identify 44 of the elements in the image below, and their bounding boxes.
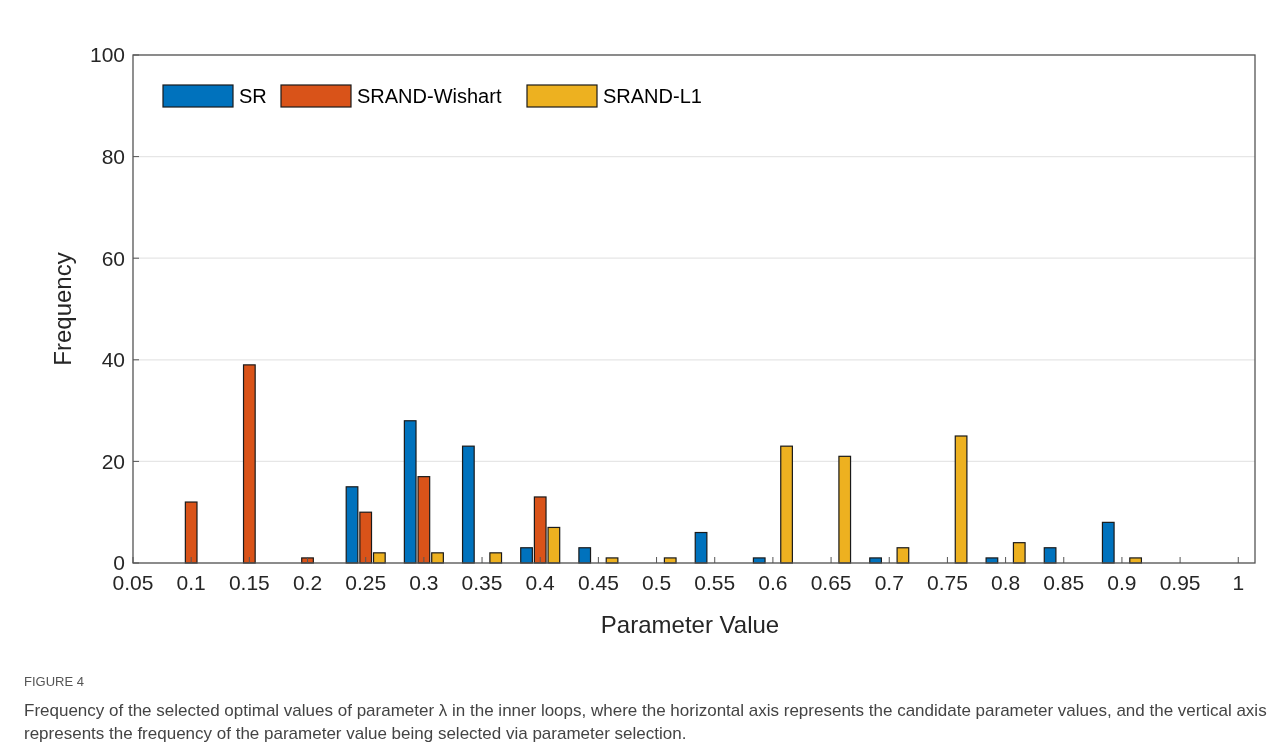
bar bbox=[1101, 521, 1115, 564]
x-tick-label: 0.65 bbox=[810, 571, 852, 594]
y-tick-label: 60 bbox=[101, 246, 125, 270]
caption: FIGURE 4 bbox=[24, 673, 85, 691]
x-tick-label: 0.1 bbox=[176, 571, 206, 594]
x-tick-label: 0.5 bbox=[641, 571, 672, 594]
x-tick-label: 0.85 bbox=[1043, 571, 1085, 594]
x-tick-label: 0.25 bbox=[345, 571, 387, 594]
x-tick-label: 0.35 bbox=[461, 571, 503, 594]
bar bbox=[461, 445, 475, 564]
x-tick-label: 0.4 bbox=[525, 571, 556, 594]
legend-label: SR bbox=[239, 85, 267, 107]
x-tick-label: 0.7 bbox=[874, 571, 904, 594]
bar bbox=[242, 364, 256, 564]
y-axis-title: Frequency bbox=[49, 252, 76, 366]
x-tick-label: 0.95 bbox=[1159, 571, 1201, 594]
x-tick-label: 1 bbox=[1232, 571, 1245, 594]
text: Frequency of the selected optimal values of parameter λ in the inner loops, where the horizontal axis represents the candidate parameter values, and the vertical axis represents the frequency of the parameter value being selected via parameter selection. bbox=[24, 700, 1268, 745]
legend-label: SRAND-Wishart bbox=[357, 85, 502, 107]
x-tick-label: 0.6 bbox=[758, 571, 788, 594]
bar bbox=[780, 445, 793, 564]
x-tick-label: 0.9 bbox=[1107, 571, 1137, 594]
legend-label: SRAND-L1 bbox=[603, 85, 702, 107]
bar bbox=[838, 455, 852, 564]
y-tick-label: 100 bbox=[89, 43, 125, 67]
y-tick-label: 80 bbox=[101, 144, 125, 168]
x-tick-label: 0.15 bbox=[228, 571, 270, 594]
x-tick-label: 0.8 bbox=[990, 571, 1021, 594]
y-tick-label: 20 bbox=[101, 449, 125, 473]
bar bbox=[896, 547, 910, 564]
y-tick-label: 40 bbox=[101, 348, 125, 372]
bar bbox=[1043, 547, 1057, 564]
bar bbox=[578, 547, 592, 564]
bar bbox=[954, 435, 968, 564]
x-tick-label: 0.75 bbox=[926, 571, 968, 594]
x-tick-label: 0.45 bbox=[577, 571, 619, 594]
bar bbox=[489, 552, 503, 564]
bar bbox=[184, 501, 198, 564]
x-tick-label: 0.2 bbox=[292, 571, 323, 594]
bar bbox=[694, 531, 708, 564]
x-tick-label: 0.3 bbox=[409, 571, 439, 594]
x-tick-label: 0.55 bbox=[694, 571, 736, 594]
bar bbox=[1012, 542, 1026, 564]
x-axis-title: Parameter Value bbox=[600, 611, 780, 638]
